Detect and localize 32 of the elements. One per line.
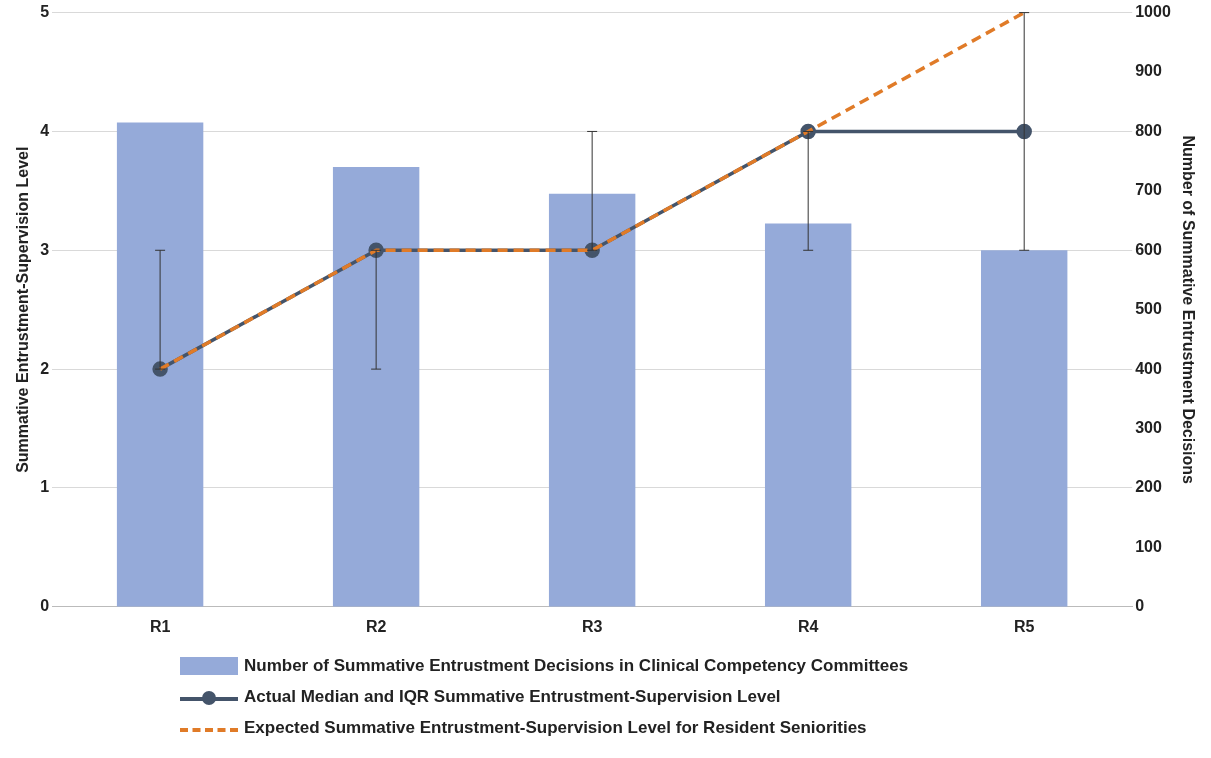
y2-tick-label: 500	[1135, 300, 1162, 318]
y2-tick-label: 300	[1135, 418, 1162, 436]
legend-label: Number of Summative Entrustment Decisions in Clinical Competency Committees	[244, 655, 909, 676]
bar	[116, 122, 204, 607]
y-tick-label: 0	[40, 597, 50, 615]
y2-tick-label: 200	[1135, 478, 1162, 496]
y2-tick-label: 0	[1135, 597, 1145, 615]
y2-tick-label: 1000	[1135, 3, 1171, 21]
y-tick-label: 5	[40, 3, 50, 21]
y2-axis-title: Number of Summative Entrustment Decisions	[1179, 135, 1197, 485]
y-tick-label: 4	[40, 121, 50, 139]
y2-tick-label: 700	[1135, 181, 1162, 199]
y2-tick-label: 900	[1135, 62, 1162, 80]
bar	[332, 167, 420, 607]
bar	[548, 193, 636, 607]
y2-tick-label: 400	[1135, 359, 1162, 377]
x-tick-label: R3	[581, 617, 603, 635]
y2-tick-label: 800	[1135, 121, 1162, 139]
x-tick-label: R5	[1013, 617, 1035, 635]
legend-label: Expected Summative Entrustment-Supervision Level for Resident Seniorities	[244, 717, 867, 738]
bar	[980, 250, 1068, 607]
y2-tick-label: 600	[1135, 240, 1162, 258]
x-tick-label: R4	[797, 617, 819, 635]
bar	[764, 223, 852, 607]
y-tick-label: 2	[40, 359, 50, 377]
legend-label: Actual Median and IQR Summative Entrustment-Supervision Level	[244, 686, 781, 707]
x-tick-label: R2	[365, 617, 387, 635]
x-tick-label: R1	[149, 617, 171, 635]
y-tick-label: 1	[40, 478, 50, 496]
y-axis-title: Summative Entrustment-Supervision Level	[14, 146, 32, 473]
y-tick-label: 3	[40, 240, 50, 258]
y2-tick-label: 100	[1135, 537, 1162, 555]
